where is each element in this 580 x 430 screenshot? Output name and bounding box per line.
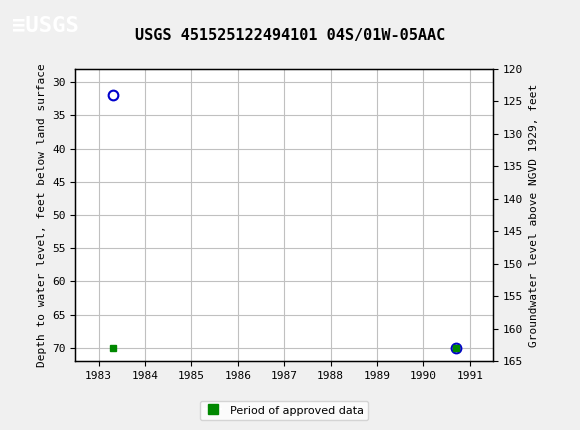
Legend: Period of approved data: Period of approved data (200, 401, 368, 420)
Y-axis label: Groundwater level above NGVD 1929, feet: Groundwater level above NGVD 1929, feet (528, 83, 538, 347)
Text: ≡USGS: ≡USGS (12, 16, 78, 36)
Text: USGS 451525122494101 04S/01W-05AAC: USGS 451525122494101 04S/01W-05AAC (135, 28, 445, 43)
Y-axis label: Depth to water level, feet below land surface: Depth to water level, feet below land su… (37, 63, 46, 367)
